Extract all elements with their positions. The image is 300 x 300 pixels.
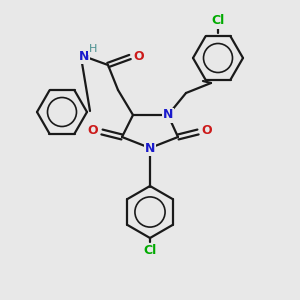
Text: N: N xyxy=(79,50,89,62)
Text: H: H xyxy=(89,44,97,54)
Text: N: N xyxy=(163,109,173,122)
Text: Cl: Cl xyxy=(212,14,225,28)
Text: O: O xyxy=(88,124,98,136)
Text: O: O xyxy=(134,50,144,62)
Text: Cl: Cl xyxy=(143,244,157,256)
Text: N: N xyxy=(145,142,155,154)
Text: O: O xyxy=(202,124,212,136)
